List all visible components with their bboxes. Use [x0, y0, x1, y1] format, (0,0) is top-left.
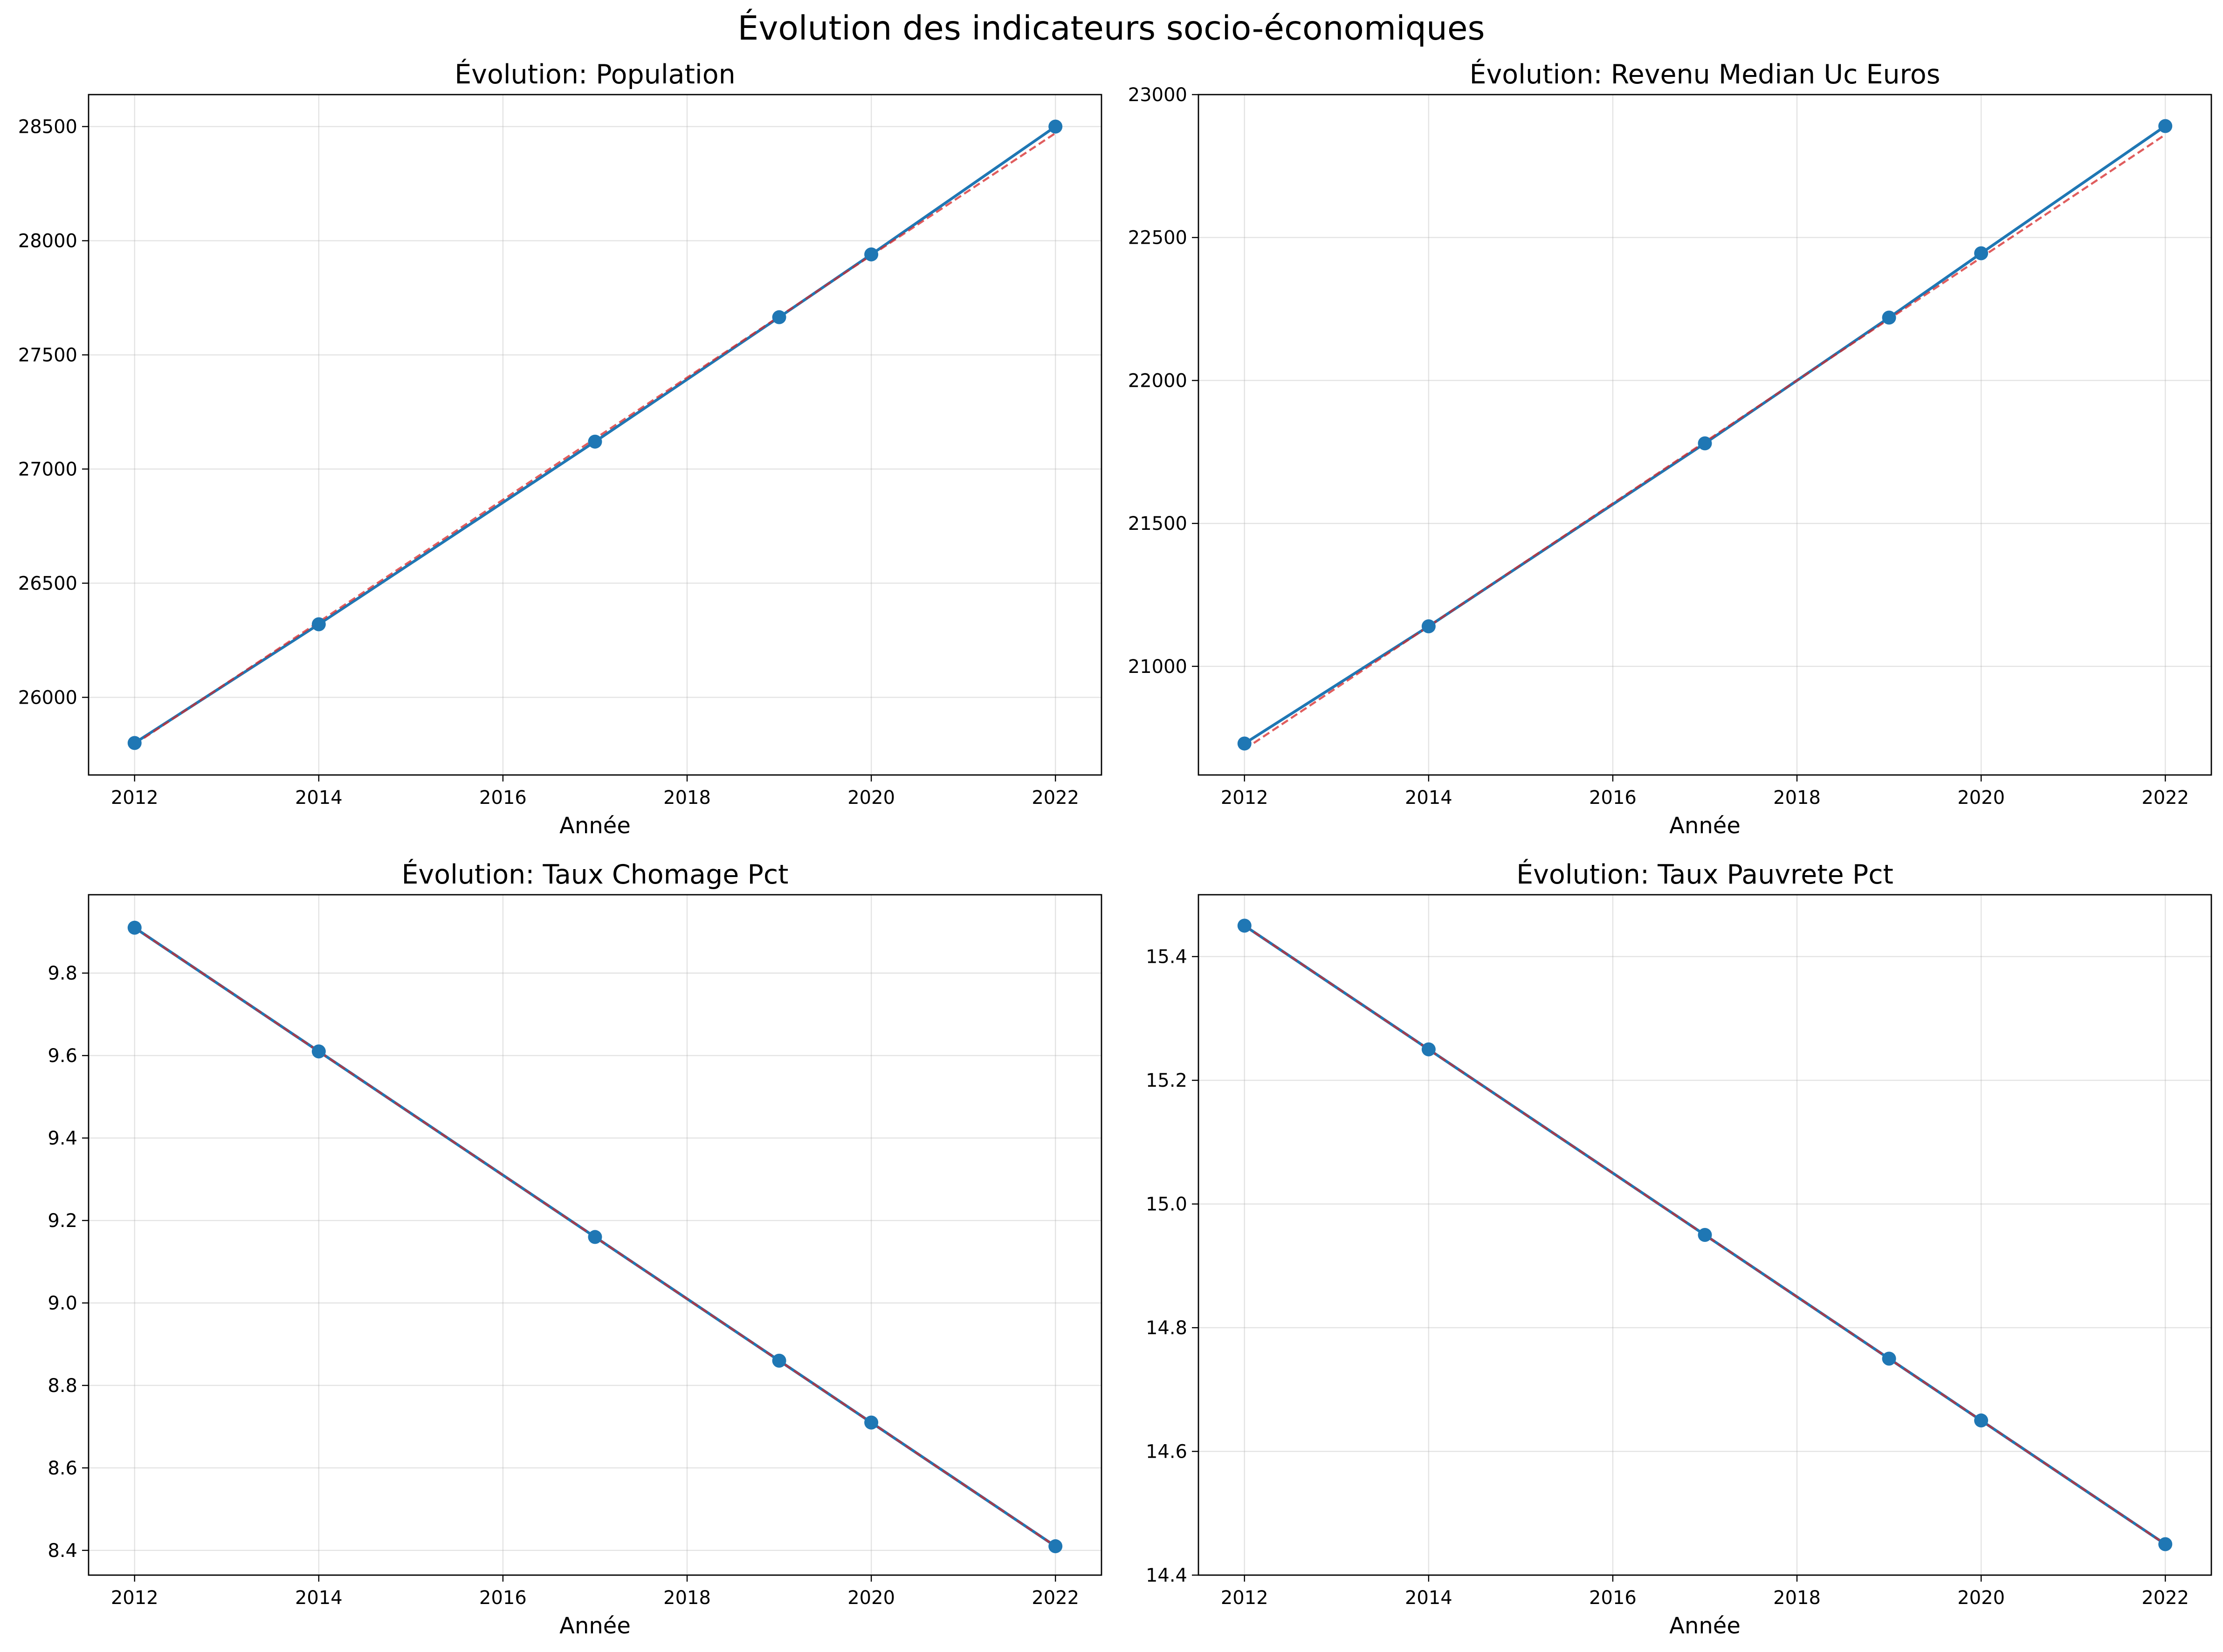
- y-tick-label: 15.4: [1146, 946, 1187, 968]
- data-point: [1237, 919, 1252, 933]
- axes-frame: [1198, 894, 2212, 1576]
- data-point: [1974, 1413, 1989, 1428]
- chart-title: Évolution: Taux Pauvrete Pct: [1516, 858, 1893, 890]
- data-point: [1698, 436, 1712, 451]
- y-tick-label: 26000: [18, 687, 77, 708]
- data-point: [2158, 1537, 2173, 1551]
- y-tick-label: 22500: [1128, 227, 1187, 249]
- x-tick-label: 2022: [1032, 1587, 1079, 1609]
- y-tick-label: 9.6: [48, 1045, 77, 1067]
- x-axis-label: Année: [1669, 813, 1741, 839]
- data-point: [1882, 310, 1896, 325]
- x-tick-label: 2014: [295, 787, 343, 809]
- series-line: [1244, 125, 2166, 745]
- data-point: [772, 1353, 786, 1368]
- x-tick-label: 2014: [1405, 787, 1452, 809]
- y-tick-label: 14.8: [1146, 1317, 1187, 1339]
- figure-title: Évolution des indicateurs socio-économiq…: [737, 9, 1485, 48]
- y-tick-label: 21000: [1128, 656, 1187, 678]
- x-tick-label: 2012: [1221, 1587, 1268, 1609]
- trend-line: [134, 132, 1056, 745]
- x-tick-label: 2018: [1773, 787, 1821, 809]
- chart-title: Évolution: Revenu Median Uc Euros: [1470, 58, 1941, 90]
- x-tick-label: 2016: [479, 1587, 527, 1609]
- x-tick-label: 2012: [111, 1587, 158, 1609]
- data-point: [127, 920, 142, 935]
- x-tick-label: 2018: [663, 787, 711, 809]
- y-tick-label: 9.0: [48, 1293, 77, 1314]
- axes-frame: [1198, 94, 2212, 776]
- x-tick-label: 2018: [1773, 1587, 1821, 1609]
- y-tick-label: 15.2: [1146, 1070, 1187, 1091]
- y-tick-label: 21500: [1128, 513, 1187, 535]
- chart-title: Évolution: Taux Chomage Pct: [401, 858, 788, 890]
- y-tick-label: 14.4: [1146, 1565, 1187, 1586]
- x-tick-label: 2020: [1957, 1587, 2005, 1609]
- y-tick-label: 8.8: [48, 1375, 77, 1397]
- chart-title: Évolution: Population: [454, 58, 736, 90]
- x-tick-label: 2016: [1589, 787, 1637, 809]
- x-axis-label: Année: [559, 1613, 631, 1639]
- y-tick-label: 14.6: [1146, 1441, 1187, 1463]
- x-axis-label: Année: [559, 813, 631, 839]
- trend-line: [134, 926, 1056, 1547]
- data-point: [1048, 119, 1063, 134]
- chart-panel-1: 2012 2014 2016 2018 2020 2022 26000 26500 27000 2…: [18, 58, 1102, 839]
- data-point: [864, 1415, 879, 1430]
- y-tick-label: 15.0: [1146, 1194, 1187, 1215]
- y-tick-label: 28500: [18, 117, 77, 138]
- x-tick-label: 2012: [111, 787, 158, 809]
- chart-panel-2: 2012 2014 2016 2018 2020 2022 21000 21500 22000 2…: [1128, 58, 2212, 839]
- x-tick-label: 2020: [1957, 787, 2005, 809]
- chart-panel-4: 2012 2014 2016 2018 2020 2022 14.4 14.6 14.8 15.0…: [1146, 858, 2212, 1639]
- trend-line: [1244, 925, 2166, 1545]
- data-point: [2158, 119, 2173, 133]
- data-point: [311, 1044, 326, 1059]
- data-point: [1237, 736, 1252, 751]
- y-tick-label: 8.6: [48, 1458, 77, 1479]
- data-point: [127, 736, 142, 750]
- y-tick-label: 28000: [18, 231, 77, 252]
- y-tick-label: 27000: [18, 459, 77, 480]
- data-point: [864, 247, 879, 261]
- y-tick-label: 8.4: [48, 1540, 77, 1562]
- x-tick-label: 2022: [2141, 1587, 2189, 1609]
- data-point: [1421, 619, 1436, 634]
- trend-line: [1244, 134, 2166, 750]
- panels: 2012 2014 2016 2018 2020 2022 26000 26500 27000 2…: [18, 58, 2212, 1639]
- x-tick-label: 2022: [2141, 787, 2189, 809]
- data-point: [1698, 1228, 1712, 1242]
- y-tick-label: 22000: [1128, 370, 1187, 391]
- y-tick-label: 9.4: [48, 1128, 77, 1149]
- y-tick-label: 9.2: [48, 1210, 77, 1232]
- axes-frame: [88, 894, 1102, 1576]
- x-tick-label: 2018: [663, 1587, 711, 1609]
- data-point: [772, 310, 786, 324]
- y-tick-label: 9.8: [48, 963, 77, 984]
- x-tick-label: 2016: [479, 787, 527, 809]
- data-point: [588, 434, 602, 449]
- x-tick-label: 2016: [1589, 1587, 1637, 1609]
- chart-panel-3: 2012 2014 2016 2018 2020 2022 8.4 8.6 8.8 9.0 9.2 9…: [48, 858, 1102, 1639]
- x-tick-label: 2020: [847, 1587, 895, 1609]
- data-point: [311, 617, 326, 631]
- x-tick-label: 2020: [847, 787, 895, 809]
- y-tick-label: 23000: [1128, 84, 1187, 106]
- data-point: [1421, 1042, 1436, 1056]
- y-tick-label: 27500: [18, 345, 77, 366]
- x-axis-label: Année: [1669, 1613, 1741, 1639]
- x-tick-label: 2014: [295, 1587, 343, 1609]
- data-point: [1048, 1539, 1063, 1554]
- axes-frame: [88, 94, 1102, 776]
- y-tick-label: 26500: [18, 573, 77, 594]
- data-point: [1974, 246, 1989, 260]
- x-tick-label: 2022: [1032, 787, 1079, 809]
- data-point: [588, 1230, 602, 1244]
- x-tick-label: 2014: [1405, 1587, 1452, 1609]
- x-tick-label: 2012: [1221, 787, 1268, 809]
- data-point: [1882, 1351, 1896, 1366]
- series-line: [134, 125, 1056, 744]
